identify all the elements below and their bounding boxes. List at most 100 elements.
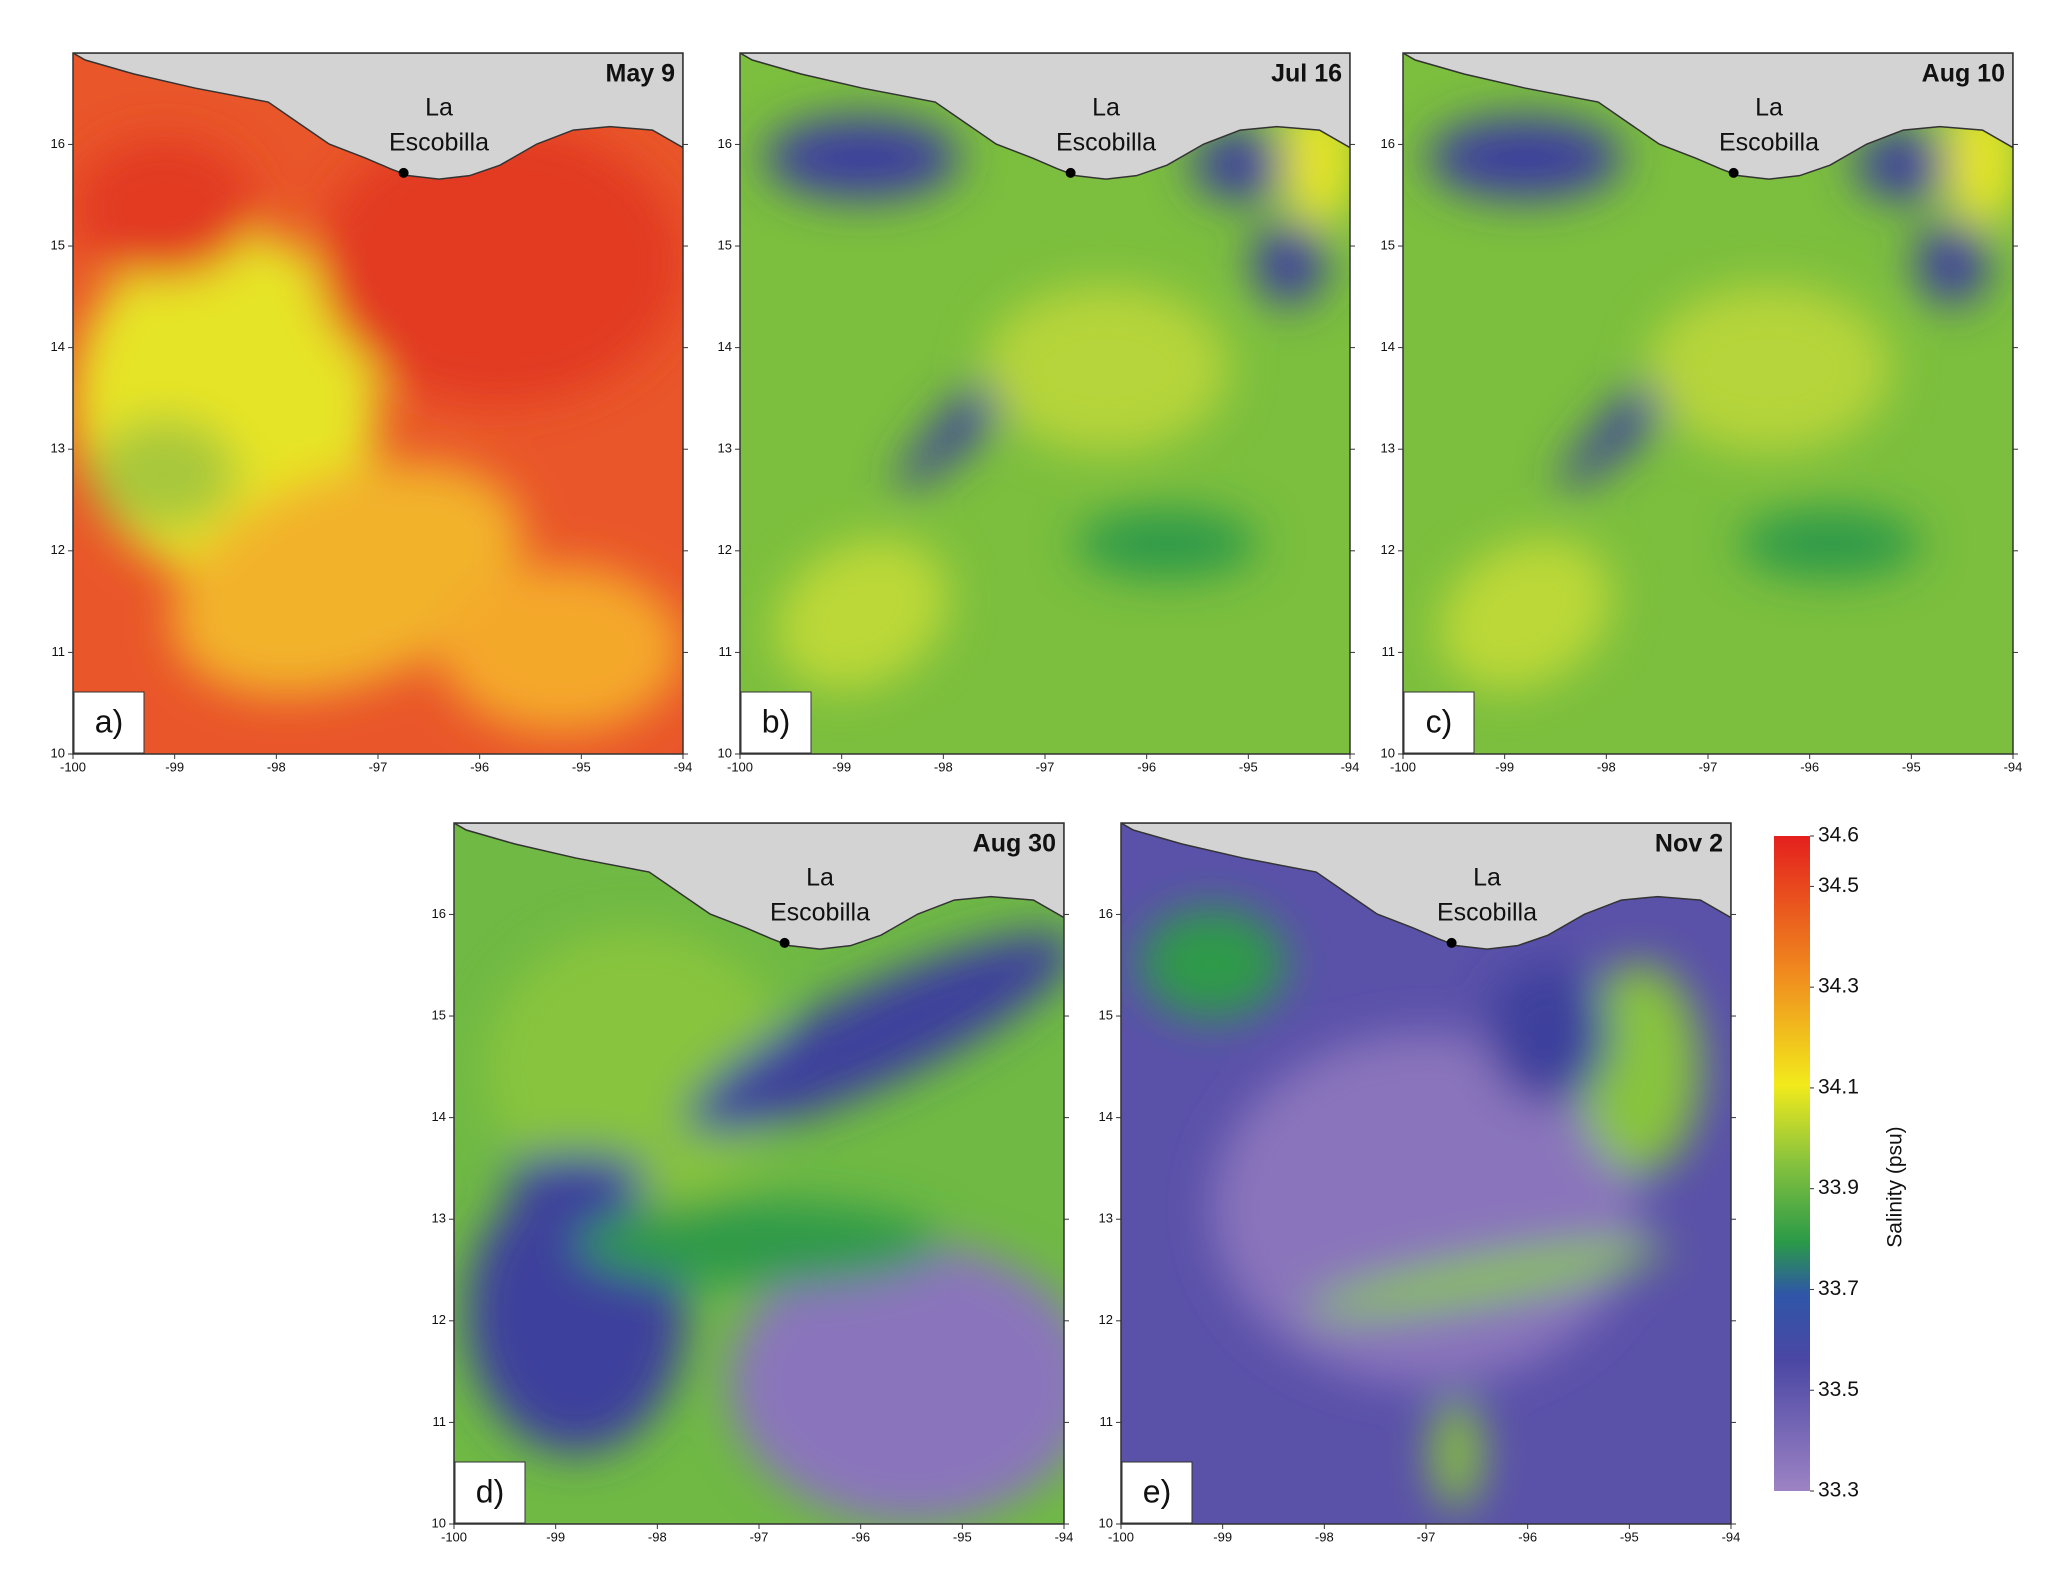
x-tick-label: -98 — [648, 1529, 667, 1544]
x-tick-label: -100 — [1108, 1529, 1134, 1544]
site-marker — [1065, 167, 1076, 178]
site-label: Escobilla — [1437, 899, 1537, 927]
map-panel: La Escobilla Aug 30 d) -100 -99 -98 -97 -96 -95 -9… — [432, 822, 1074, 1544]
y-tick-label: 15 — [1381, 237, 1395, 252]
x-tick-label: -95 — [953, 1529, 972, 1544]
x-tick-label: -100 — [60, 759, 86, 774]
x-tick-label: -99 — [165, 759, 184, 774]
field-blobs — [73, 123, 683, 733]
field-blob — [91, 417, 238, 530]
field-blob — [317, 123, 683, 404]
x-tick-label: -97 — [1699, 759, 1718, 774]
x-tick-label: -95 — [572, 759, 591, 774]
panel-date: Aug 10 — [1922, 60, 2005, 88]
colorbar-tick-label: 34.1 — [1818, 1075, 1859, 1098]
panel-date: Aug 30 — [973, 830, 1056, 858]
panel-label: a) — [95, 703, 123, 739]
field-blob — [1427, 116, 1623, 201]
colorbar-tick-label: 33.9 — [1818, 1176, 1859, 1199]
x-tick-label: -100 — [441, 1529, 467, 1544]
label-box — [454, 1461, 526, 1524]
x-tick-label: -96 — [1137, 759, 1156, 774]
y-tick-label: 13 — [432, 1211, 446, 1226]
field-blob — [1139, 907, 1286, 1020]
x-tick-label: -100 — [727, 759, 753, 774]
field-blobs — [466, 928, 1064, 1524]
field-blob — [576, 1201, 942, 1286]
x-tick-label: -94 — [2004, 759, 2023, 774]
panel-label: b) — [762, 703, 790, 739]
y-tick-label: 14 — [1099, 1109, 1113, 1124]
site-marker — [398, 167, 409, 178]
field-blob — [984, 284, 1228, 453]
field-blob — [1191, 130, 1289, 201]
field-blob — [1252, 221, 1326, 306]
label-box — [1121, 1461, 1193, 1524]
salinity-field — [454, 823, 1064, 1524]
field-blob — [1306, 1240, 1668, 1317]
field-blob — [1212, 1033, 1640, 1384]
colorbar-label: Salinity (psu) — [1884, 1126, 1907, 1247]
coastline — [1121, 823, 1731, 950]
x-tick-label: -99 — [1495, 759, 1514, 774]
site-label: La — [806, 864, 834, 892]
site-marker — [779, 937, 790, 948]
x-tick-label: -95 — [1620, 1529, 1639, 1544]
map-panel: La Escobilla Nov 2 e) -100 -99 -98 -97 -96 -95 -94… — [1099, 822, 1740, 1544]
panel-label: e) — [1143, 1473, 1171, 1509]
colorbar-tick-label: 33.3 — [1818, 1479, 1859, 1502]
y-tick-label: 16 — [718, 136, 732, 151]
field-blob — [73, 137, 256, 278]
colorbar-tick-label: 34.5 — [1818, 874, 1859, 897]
y-tick-label: 12 — [1381, 542, 1395, 557]
x-tick-label: -97 — [750, 1529, 769, 1544]
colorbar-tick-label: 33.7 — [1818, 1277, 1859, 1300]
site-label: Escobilla — [1719, 129, 1819, 157]
coastline — [740, 53, 1350, 180]
field-blob — [1487, 963, 1609, 1104]
field-blob — [775, 537, 949, 690]
y-tick-label: 10 — [1381, 745, 1395, 760]
site-label: Escobilla — [1056, 129, 1156, 157]
y-tick-label: 14 — [718, 339, 732, 354]
panel-date: Jul 16 — [1271, 60, 1342, 88]
label-box — [73, 691, 145, 754]
colorbar-ramp — [1774, 836, 1810, 1491]
y-tick-label: 13 — [718, 441, 732, 456]
site-label: Escobilla — [389, 129, 489, 157]
y-tick-label: 12 — [51, 542, 65, 557]
y-tick-label: 11 — [1382, 644, 1396, 659]
field-blob — [728, 1243, 1064, 1524]
field-blob — [502, 1152, 650, 1195]
y-tick-label: 12 — [718, 542, 732, 557]
y-tick-label: 15 — [718, 237, 732, 252]
y-tick-label: 16 — [51, 136, 65, 151]
y-tick-label: 11 — [719, 644, 733, 659]
field-blob — [1432, 1397, 1481, 1510]
y-tick-label: 10 — [1099, 1515, 1113, 1530]
site-marker — [1446, 937, 1457, 948]
site-marker — [1728, 167, 1739, 178]
x-tick-label: -99 — [832, 759, 851, 774]
y-tick-label: 13 — [51, 441, 65, 456]
x-tick-label: -96 — [1518, 1529, 1537, 1544]
x-tick-label: -95 — [1902, 759, 1921, 774]
y-tick-label: 11 — [52, 644, 66, 659]
colorbar: 33.3 33.5 33.7 33.9 34.1 34.3 34.5 34.6 Salinity… — [1774, 824, 1907, 1502]
x-tick-label: -94 — [1055, 1529, 1074, 1544]
site-label: Escobilla — [770, 899, 870, 927]
y-tick-label: 15 — [432, 1007, 446, 1022]
y-tick-label: 15 — [51, 237, 65, 252]
x-tick-label: -94 — [674, 759, 693, 774]
map-panel: La Escobilla Jul 16 b) -100 -99 -98 -97 -96 -95 -9… — [718, 52, 1359, 774]
y-tick-label: 10 — [432, 1515, 446, 1530]
panel-date: Nov 2 — [1655, 830, 1723, 858]
y-tick-label: 12 — [1099, 1312, 1113, 1327]
coastline — [73, 53, 683, 180]
field-blob — [1915, 221, 1989, 306]
label-box — [1403, 691, 1475, 754]
coastline — [454, 823, 1064, 950]
x-tick-label: -97 — [1417, 1529, 1436, 1544]
y-tick-label: 14 — [1381, 339, 1395, 354]
label-box — [740, 691, 812, 754]
